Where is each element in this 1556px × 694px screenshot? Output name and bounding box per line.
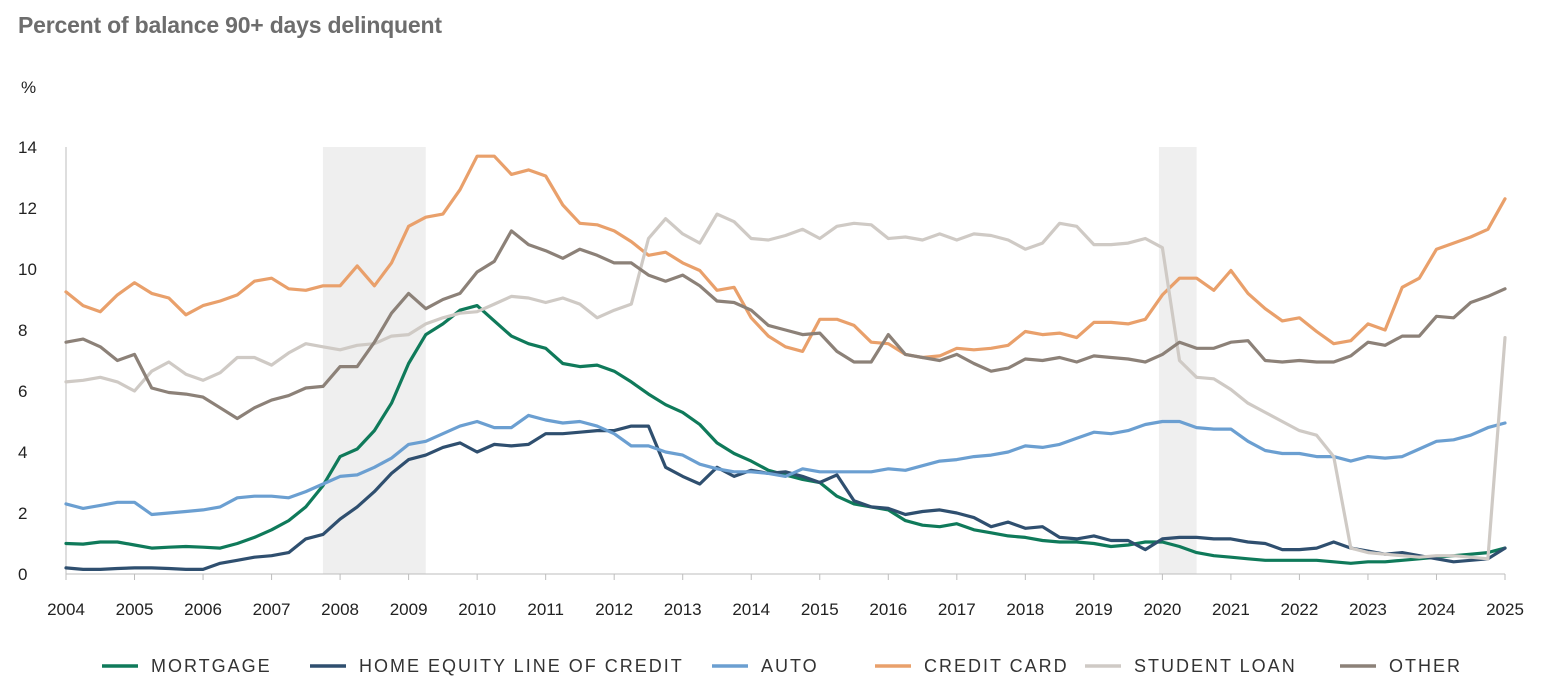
x-tick-label: 2012 xyxy=(595,600,633,619)
x-tick-label: 2022 xyxy=(1281,600,1319,619)
legend-label-credit-card: CREDIT CARD xyxy=(924,656,1069,676)
x-tick-label: 2013 xyxy=(664,600,702,619)
x-tick-label: 2020 xyxy=(1143,600,1181,619)
series-line-auto xyxy=(64,413,1507,517)
x-tick-label: 2004 xyxy=(47,600,85,619)
x-tick-label: 2014 xyxy=(732,600,770,619)
x-tick-label: 2009 xyxy=(390,600,428,619)
x-tick-label: 2007 xyxy=(253,600,291,619)
x-tick-label: 2005 xyxy=(116,600,154,619)
y-tick-label: 8 xyxy=(18,321,27,340)
legend-label-mortgage: MORTGAGE xyxy=(151,656,272,676)
x-tick-label: 2008 xyxy=(321,600,359,619)
x-tick-label: 2021 xyxy=(1212,600,1250,619)
x-tick-label: 2019 xyxy=(1075,600,1113,619)
series-line-mortgage xyxy=(64,304,1507,565)
y-tick-label: 6 xyxy=(18,382,27,401)
y-tick-label: 4 xyxy=(18,443,27,462)
y-axis-unit-label: % xyxy=(21,78,37,97)
x-tick-label: 2024 xyxy=(1418,600,1456,619)
recession-band-2 xyxy=(1158,147,1197,574)
chart-title: Percent of balance 90+ days delinquent xyxy=(18,12,442,38)
legend-label-other: OTHER xyxy=(1389,656,1462,676)
legend-label-auto: AUTO xyxy=(761,656,819,676)
y-tick-label: 12 xyxy=(18,199,37,218)
y-tick-label: 14 xyxy=(18,138,37,157)
series-line-credit-card xyxy=(64,154,1507,360)
x-tick-label: 2015 xyxy=(801,600,839,619)
x-tick-label: 2023 xyxy=(1349,600,1387,619)
x-tick-label: 2018 xyxy=(1006,600,1044,619)
x-tick-label: 2016 xyxy=(869,600,907,619)
x-tick-label: 2010 xyxy=(458,600,496,619)
y-tick-label: 2 xyxy=(18,504,27,523)
legend-label-student-loan: STUDENT LOAN xyxy=(1134,656,1297,676)
x-tick-label: 2017 xyxy=(938,600,976,619)
y-tick-label: 0 xyxy=(18,565,27,584)
legend-label-home-equity-line-of-credit: HOME EQUITY LINE OF CREDIT xyxy=(359,656,684,676)
x-tick-label: 2011 xyxy=(527,600,564,619)
x-tick-label: 2025 xyxy=(1486,600,1524,619)
series-line-home-equity-line-of-credit xyxy=(64,424,1507,572)
series-line-other xyxy=(64,229,1507,421)
series-line-student-loan xyxy=(64,212,1507,561)
x-tick-label: 2006 xyxy=(184,600,222,619)
y-tick-label: 10 xyxy=(18,260,37,279)
